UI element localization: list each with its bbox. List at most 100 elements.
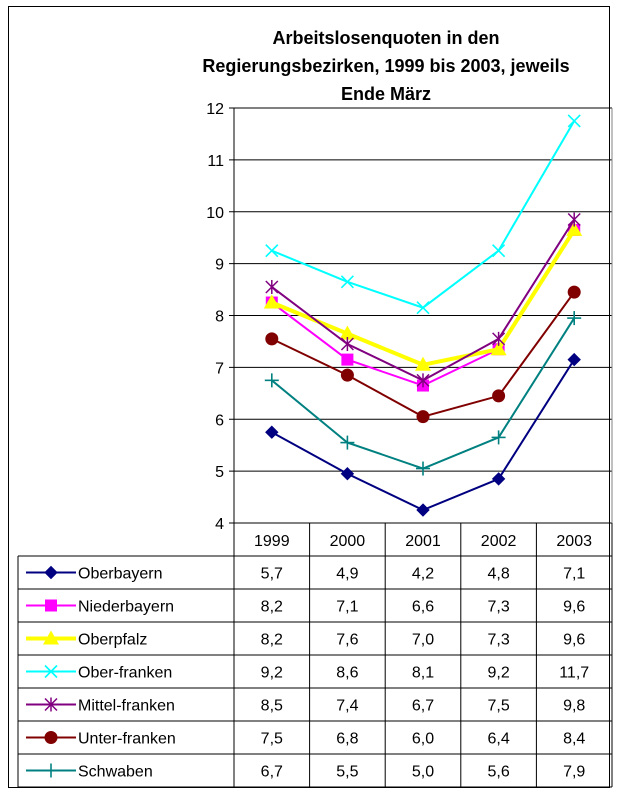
legend-key [26,697,76,712]
series-line [271,228,576,367]
x-tick-label: 2000 [330,533,366,550]
data-point [265,244,279,258]
data-label: 4,9 [336,566,358,583]
legend-marker [44,664,58,679]
series-lines [263,114,583,517]
data-label: 5,0 [412,764,434,781]
legend-key [26,565,76,580]
x-tick-label: 2001 [405,533,441,550]
data-point [340,467,355,481]
data-label: 7,4 [336,698,358,715]
chart-title-line: Arbeitslosenquoten in den [272,28,500,48]
data-point [491,430,506,445]
data-label: 7,6 [336,632,358,649]
data-point [492,244,506,258]
x-tick-label: 2003 [556,533,592,550]
data-point [265,332,279,346]
data-label: 9,6 [563,599,585,616]
data-point [339,325,356,340]
data-label: 9,2 [261,665,283,682]
data-point [340,275,354,289]
data-label: 8,4 [563,731,585,748]
data-point [415,356,431,371]
data-label: 7,1 [563,566,585,583]
data-point [416,301,430,315]
data-point [416,461,430,476]
data-label: 7,9 [563,764,585,781]
y-tick-label: 5 [215,464,224,481]
data-point [263,294,280,309]
legend-label: Niederbayern [78,599,174,616]
legend-marker [44,731,58,744]
data-point [264,373,279,388]
data-label: 9,2 [487,665,509,682]
y-tick-label: 7 [215,360,224,377]
data-point [567,212,581,227]
legend-key [26,731,76,744]
y-tick-label: 12 [206,101,224,118]
data-point [340,435,355,450]
data-point [491,472,506,486]
data-label: 7,1 [336,599,358,616]
data-label: 6,4 [487,731,509,748]
data-point [341,353,354,366]
data-label: 7,5 [487,698,509,715]
data-label: 5,7 [261,566,283,583]
legend-label: Unter-franken [78,731,176,748]
chart-title-line: Ende März [340,84,432,104]
data-point [492,331,506,346]
data-point [492,389,506,403]
legend-label: Mittel-franken [78,698,175,715]
legend-key [26,599,76,612]
legend-marker [45,599,57,612]
data-label: 8,2 [261,632,283,649]
data-label: 5,5 [336,764,358,781]
data-label: 4,2 [412,566,434,583]
data-label: 7,0 [412,632,434,649]
series-line [271,317,576,470]
data-label: 4,8 [487,566,509,583]
data-label: 6,8 [336,731,358,748]
data-point [567,114,581,128]
chart-title: Arbeitslosenquoten in den Regierungsbezir… [146,24,618,108]
data-point [416,410,430,424]
legend-marker [44,565,58,580]
legend-marker [44,697,58,712]
data-point [567,311,582,326]
y-tick-label: 9 [215,257,224,274]
data-label: 8,1 [412,665,434,682]
data-point [567,285,581,299]
series-Mittel-franken [265,212,581,388]
series-Oberpfalz [263,221,583,371]
x-tick-label: 1999 [254,533,290,550]
data-point [566,221,583,236]
data-label: 8,6 [336,665,358,682]
data-table: 1999 2000 2001 2002 2003 Oberbayern 5,7 4,9 4,2 4… [17,523,613,788]
x-tick-label: 2002 [481,533,517,550]
data-label: 9,8 [563,698,585,715]
chart-title-line: Regierungsbezirken, 1999 bis 2003, jewei… [202,56,570,76]
series-Unter-franken [265,285,581,424]
data-label: 8,5 [261,698,283,715]
y-tick-label: 6 [215,412,224,429]
series-line [271,291,576,418]
y-tick-label: 8 [215,309,224,326]
data-point [567,352,581,367]
data-label: 6,7 [261,764,283,781]
data-point [340,368,354,382]
legend-label: Schwaben [78,764,153,781]
legend-key [26,630,76,645]
data-point [416,503,430,517]
series-Oberbayern [265,352,581,517]
legend-label: Oberbayern [78,566,163,583]
data-label: 5,6 [487,764,509,781]
data-label: 6,6 [412,599,434,616]
data-point [490,341,507,356]
data-point [265,425,279,439]
legend-label: Oberpfalz [78,632,147,649]
data-label: 7,5 [261,731,283,748]
data-label: 7,3 [487,632,509,649]
y-tick-label: 10 [206,205,224,222]
y-tick-label: 11 [207,153,224,170]
data-label: 11,7 [559,665,589,682]
